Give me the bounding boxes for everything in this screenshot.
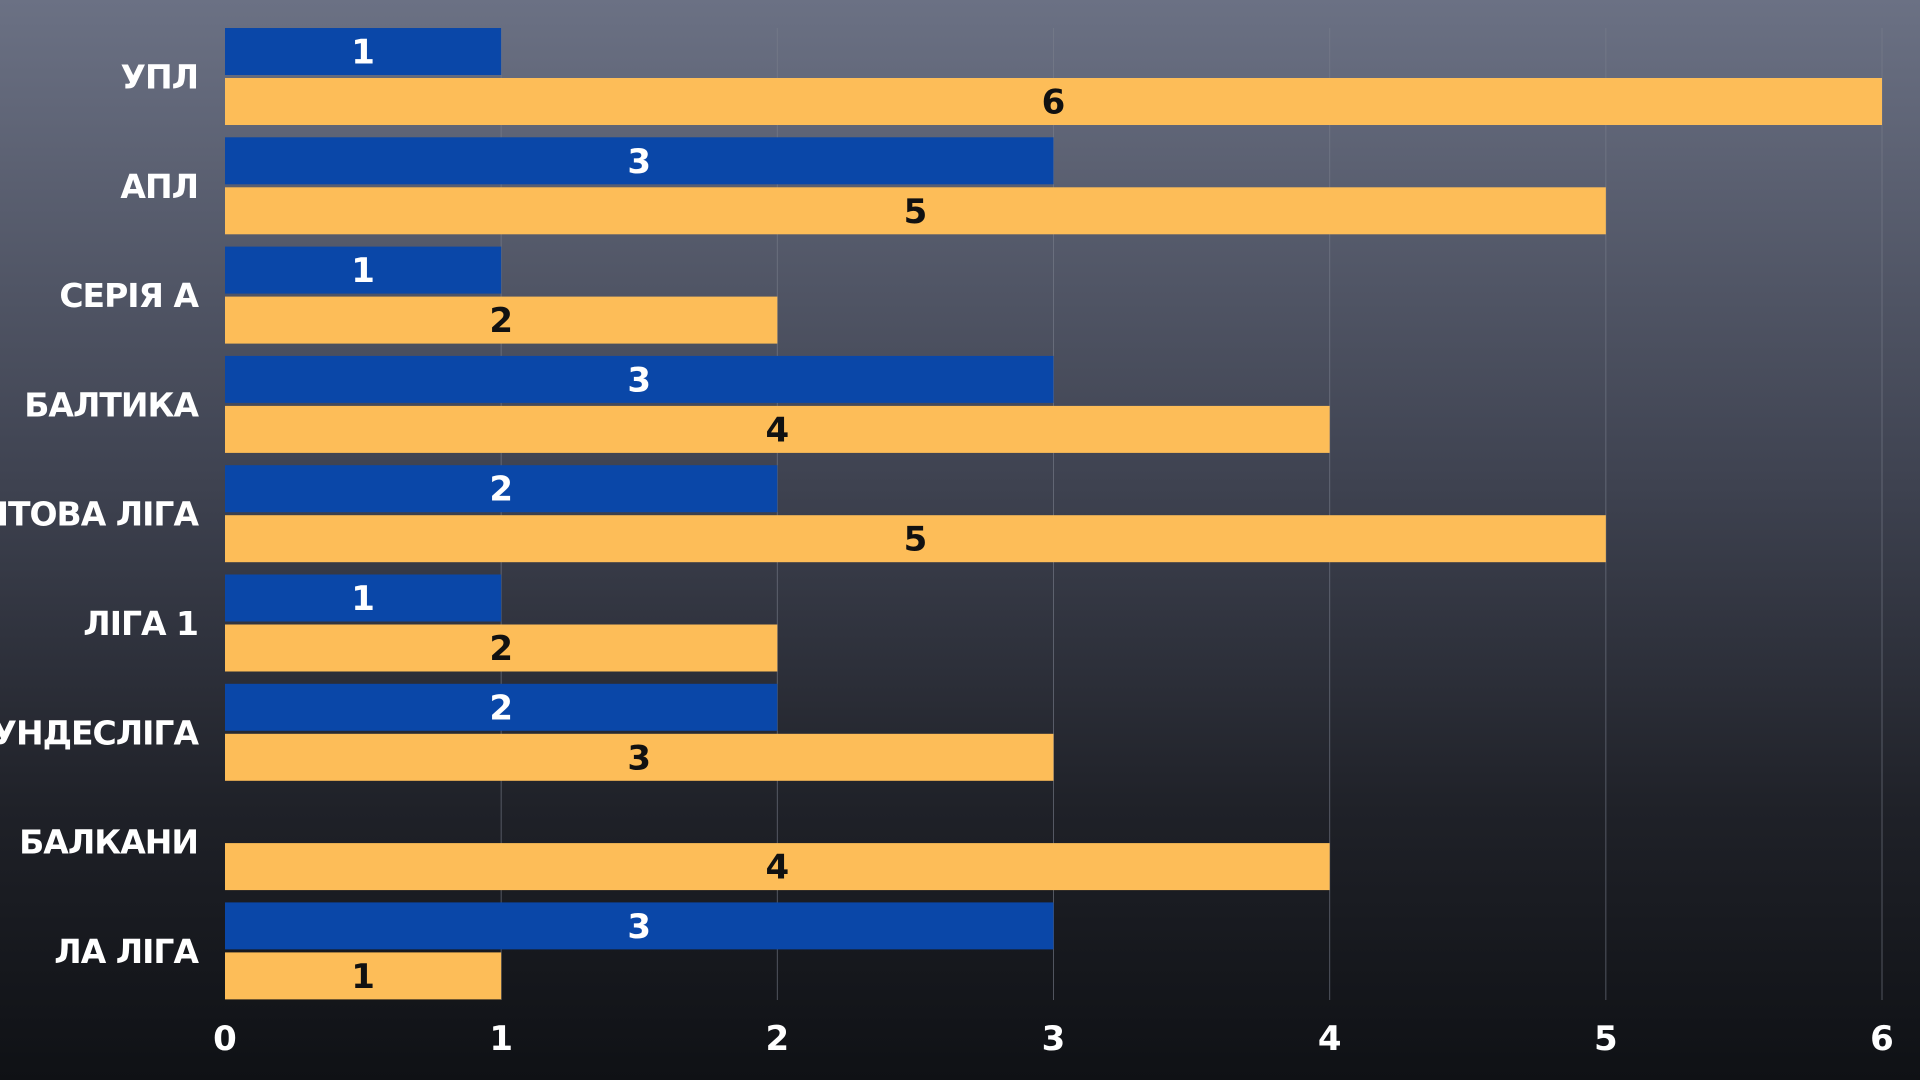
bar-value-label: 1: [351, 251, 375, 291]
bar-blue: [225, 574, 502, 622]
bar-value-label: 2: [489, 470, 513, 510]
bar-value-label: 3: [627, 907, 651, 947]
x-tick-label: 2: [765, 1019, 789, 1059]
bar-blue: [225, 137, 1054, 185]
bar-blue: [225, 465, 778, 513]
x-tick-label: 6: [1870, 1019, 1894, 1059]
category-label: СЕРІЯ А: [59, 276, 199, 315]
bar-orange: [225, 405, 1330, 453]
x-tick-label: 3: [1042, 1019, 1066, 1059]
bar-value-label: 4: [765, 410, 789, 450]
bar-value-label: 6: [1042, 83, 1066, 123]
bar-value-label: 3: [627, 142, 651, 182]
x-tick-label: 0: [213, 1019, 237, 1059]
x-axis-tick-labels: 0 1 2 3 4 5 6: [213, 1019, 1894, 1059]
bar-value-label: 3: [627, 738, 651, 778]
bar-value-label: 4: [765, 848, 789, 888]
category-label: ЛІГА 1: [83, 604, 198, 643]
bar-value-label: 3: [627, 360, 651, 400]
x-tick-label: 4: [1318, 1019, 1342, 1059]
bar-value-labels: 1 6 3 5 1 2 3 4 2 5 1 2 2 3 4 3 1: [351, 33, 1065, 997]
bar-blue: [225, 246, 502, 294]
bar-orange: [225, 733, 1054, 781]
x-tick-label: 5: [1594, 1019, 1618, 1059]
bar-value-label: 2: [489, 688, 513, 728]
category-labels: УПЛ АПЛ СЕРІЯ А БАЛТИКА СВІТОВА ЛІГА ЛІГА 1 БУ…: [0, 58, 200, 971]
category-label: БУНДЕСЛІГА: [0, 713, 199, 752]
category-label: СВІТОВА ЛІГА: [0, 495, 199, 534]
bar-value-label: 5: [904, 520, 928, 560]
category-label: БАЛКАНИ: [19, 823, 198, 862]
bar-orange: [225, 515, 1606, 563]
bar-orange: [225, 78, 1882, 125]
bar-orange: [225, 296, 778, 344]
bar-value-label: 2: [489, 629, 513, 669]
bar-value-label: 5: [904, 192, 928, 232]
bar-blue: [225, 28, 502, 75]
bar-blue: [225, 355, 1054, 403]
category-label: ЛА ЛІГА: [54, 932, 199, 971]
bar-orange: [225, 624, 778, 672]
category-label: АПЛ: [120, 167, 198, 206]
category-label: БАЛТИКА: [24, 385, 199, 424]
x-tick-label: 1: [489, 1019, 513, 1059]
bar-value-label: 1: [351, 579, 375, 619]
bar-orange: [225, 952, 502, 1000]
category-label: УПЛ: [121, 58, 198, 97]
bars: [225, 28, 1882, 1000]
bar-blue: [225, 902, 1054, 950]
bar-value-label: 1: [351, 33, 375, 73]
bar-orange: [225, 187, 1606, 235]
bar-value-label: 2: [489, 301, 513, 341]
bar-orange: [225, 843, 1330, 891]
bar-blue: [225, 683, 778, 731]
bar-value-label: 1: [351, 957, 375, 997]
